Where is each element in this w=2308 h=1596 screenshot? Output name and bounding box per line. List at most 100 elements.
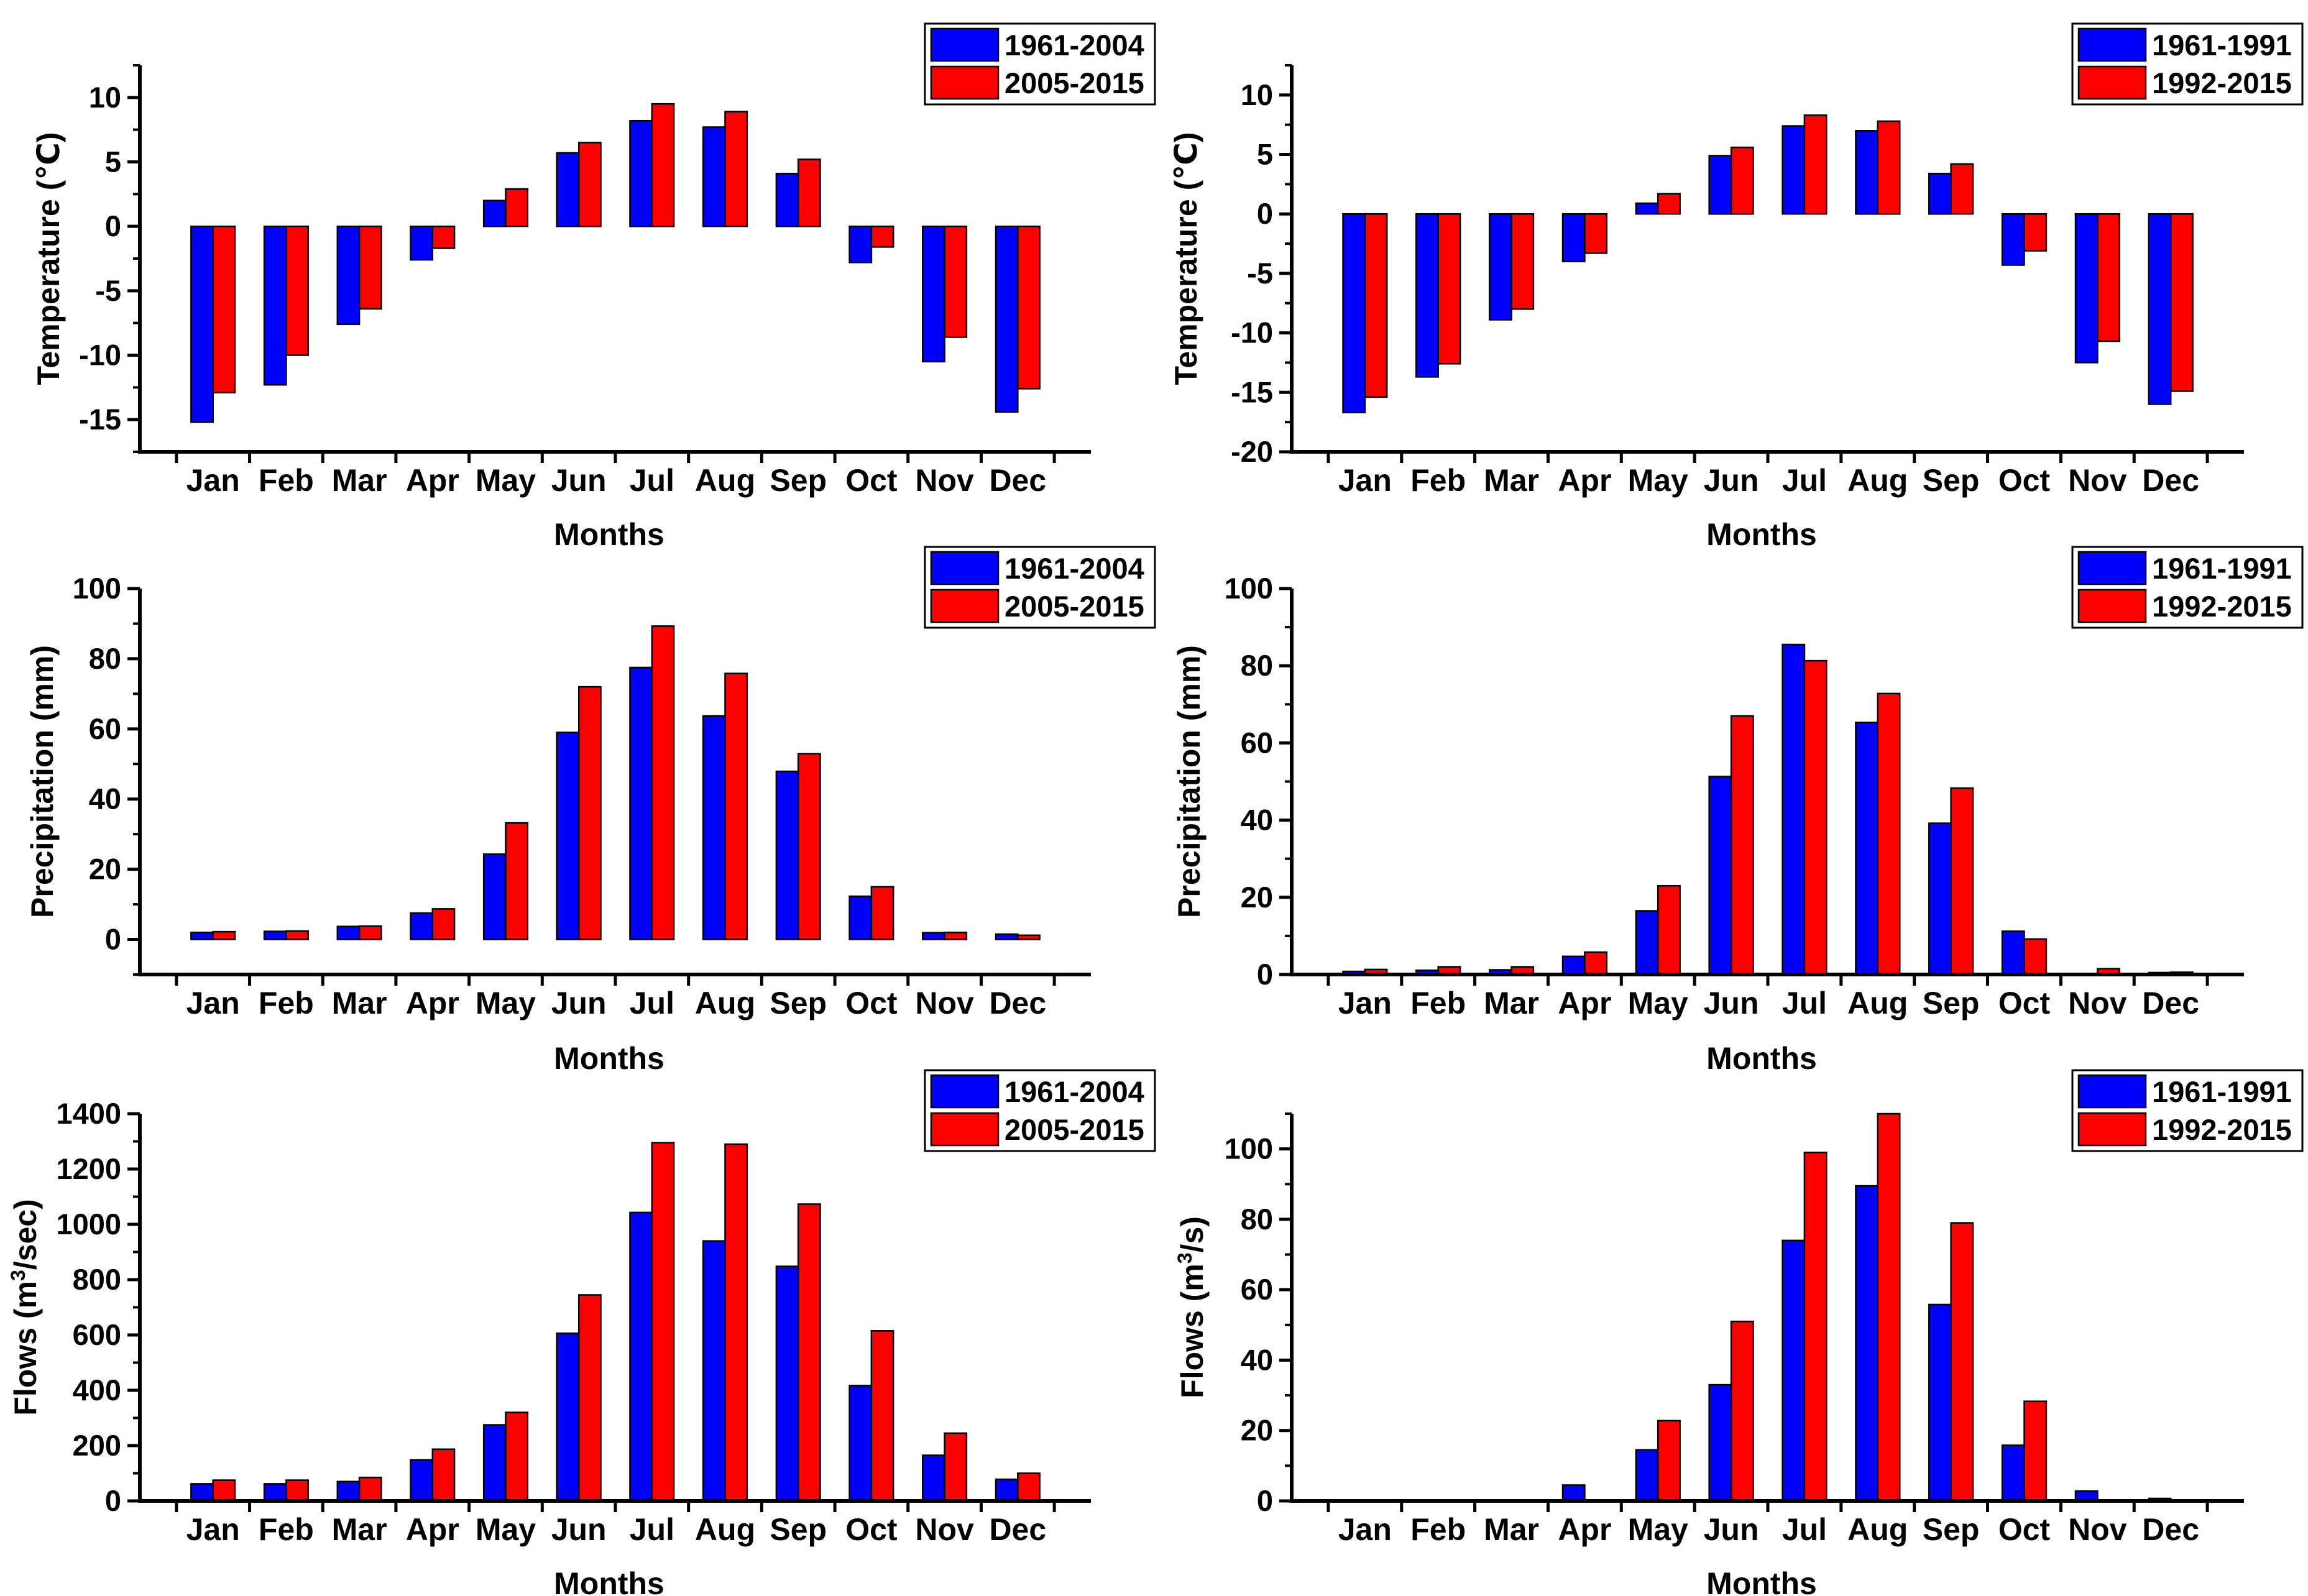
bar-1961-2004-Sep: [775, 172, 799, 227]
y-tick-label: 60: [1241, 726, 1273, 759]
bar-1961-2004-Mar: [336, 1480, 361, 1502]
x-tick-label-Apr: Apr: [1558, 463, 1611, 498]
bar-1992-2015-May: [1657, 193, 1681, 215]
bar-1961-2004-Sep: [775, 1265, 799, 1502]
x-tick-label-Jul: Jul: [1782, 986, 1827, 1020]
bar-2005-2015-Apr: [431, 1448, 456, 1502]
bar-1961-2004-Jun: [556, 152, 580, 227]
legend-swatch: [2077, 551, 2147, 585]
y-tick-label: 40: [1241, 804, 1273, 837]
y-tick-label: 10: [89, 81, 121, 114]
bar-1992-2015-Jul: [1803, 659, 1828, 976]
x-axis-title: Months: [554, 1566, 664, 1596]
legend-label: 1992-2015: [2152, 1113, 2292, 1146]
bar-1961-1991-Jun: [1708, 776, 1732, 976]
y-axis-title: Precipitation (mm): [1172, 645, 1207, 918]
x-tick-label-May: May: [476, 463, 536, 498]
bar-1992-2015-Nov: [2097, 213, 2120, 342]
legend-label: 1992-2015: [2152, 66, 2292, 99]
y-axis-title: Flows (m3/sec): [7, 1199, 43, 1415]
bar-1961-2004-Sep: [775, 770, 799, 940]
x-tick-label-Feb: Feb: [1410, 1512, 1466, 1547]
bar-2005-2015-Jun: [577, 686, 602, 940]
bar-1961-2004-Jan: [190, 932, 214, 940]
bar-2005-2015-May: [505, 1411, 529, 1502]
bar-1961-2004-Oct: [848, 895, 873, 940]
x-tick-label-Nov: Nov: [2068, 986, 2127, 1020]
y-tick-label: 40: [1241, 1343, 1273, 1376]
bar-1992-2015-Oct: [2023, 938, 2048, 976]
y-tick-label: 20: [89, 853, 121, 886]
legend-swatch: [930, 551, 1000, 585]
x-tick-label-Apr: Apr: [406, 463, 459, 498]
bar-2005-2015-Mar: [358, 925, 382, 940]
legend-swatch: [2077, 65, 2147, 100]
legend-label: 1961-1991: [2152, 552, 2292, 585]
bar-1961-1991-Jul: [1782, 643, 1806, 976]
bar-2005-2015-Nov: [944, 932, 968, 940]
bar-1961-1991-Jan: [1342, 213, 1366, 414]
x-tick-label-Jan: Jan: [186, 986, 240, 1020]
legend: 1961-2004 2005-2015: [924, 1069, 1156, 1152]
chart-panel-bottom-right: 0 20 40 60 80 100 Jan Feb Mar Apr May Jun Jul Aug Sep O…: [1174, 1069, 2304, 1596]
y-tick-label: 0: [105, 1484, 121, 1517]
legend-label: 1961-2004: [1005, 29, 1144, 62]
bar-1992-2015-Jul: [1803, 1152, 1828, 1502]
bar-1992-2015-Aug: [1877, 1112, 1901, 1502]
legend-label: 2005-2015: [1005, 590, 1144, 623]
bar-1961-2004-Feb: [263, 225, 287, 386]
bar-2005-2015-Mar: [358, 225, 382, 310]
x-tick-label-Aug: Aug: [695, 1512, 755, 1547]
bar-1992-2015-Apr: [1584, 213, 1608, 254]
y-axis-title: Temperature (℃): [31, 132, 66, 385]
x-tick-label-Jun: Jun: [1704, 986, 1759, 1020]
bar-1961-1991-Mar: [1488, 213, 1512, 321]
y-tick-label: 1000: [56, 1208, 121, 1241]
y-tick-label: -20: [1231, 435, 1273, 468]
bar-1961-2004-Apr: [410, 1459, 434, 1502]
bar-1961-2004-Mar: [336, 225, 361, 326]
x-tick-label-Jan: Jan: [1338, 463, 1392, 498]
bar-1961-2004-May: [482, 1424, 507, 1502]
y-tick-label: 0: [1257, 197, 1273, 230]
x-tick-label-Aug: Aug: [695, 986, 755, 1020]
x-tick-label-Jul: Jul: [630, 1512, 674, 1547]
bar-2005-2015-Oct: [870, 886, 894, 940]
legend: 1961-1991 1992-2015: [2071, 22, 2304, 106]
x-tick-label-Dec: Dec: [2142, 1512, 2199, 1547]
bar-1961-2004-Dec: [995, 1479, 1019, 1502]
bar-1992-2015-Jan: [1364, 213, 1388, 398]
x-axis-title: Months: [554, 517, 664, 552]
bar-2005-2015-Jul: [651, 1142, 675, 1502]
bar-2005-2015-Dec: [1017, 1472, 1041, 1502]
y-tick-label: 1400: [56, 1097, 121, 1130]
x-tick-label-Jul: Jul: [1782, 463, 1827, 498]
x-tick-label-Feb: Feb: [1410, 986, 1466, 1020]
bar-1961-1991-Sep: [1928, 822, 1952, 976]
x-tick-label-Mar: Mar: [1484, 463, 1539, 498]
y-tick-label: 200: [73, 1429, 121, 1462]
bar-2005-2015-Jan: [212, 1479, 236, 1502]
x-tick-label-Dec: Dec: [989, 463, 1046, 498]
bar-1961-1991-Oct: [2001, 213, 2025, 266]
bar-2005-2015-Jun: [577, 1294, 602, 1502]
legend-swatch: [930, 65, 1000, 100]
bar-1961-1991-May: [1635, 202, 1659, 215]
x-tick-label-Aug: Aug: [1847, 1512, 1908, 1547]
y-tick-label: -15: [1231, 375, 1273, 408]
legend-label: 1961-2004: [1005, 1075, 1144, 1108]
x-tick-label-Oct: Oct: [1998, 1512, 2051, 1547]
bar-2005-2015-Feb: [285, 1479, 309, 1502]
x-tick-label-Dec: Dec: [989, 986, 1046, 1020]
x-axis-title: Months: [1706, 1566, 1817, 1596]
y-tick-label: -10: [1231, 316, 1273, 349]
legend: 1961-1991 1992-2015: [2071, 546, 2304, 629]
legend-label: 1992-2015: [2152, 590, 2292, 623]
bar-1961-1991-Sep: [1928, 172, 1952, 215]
x-tick-label-Mar: Mar: [332, 986, 387, 1020]
bar-1961-1991-Jun: [1708, 1383, 1732, 1502]
x-tick-label-Sep: Sep: [770, 463, 827, 498]
bar-1992-2015-May: [1657, 1419, 1681, 1502]
bar-1961-2004-Nov: [922, 1454, 945, 1502]
bar-1961-2004-Apr: [410, 225, 434, 261]
